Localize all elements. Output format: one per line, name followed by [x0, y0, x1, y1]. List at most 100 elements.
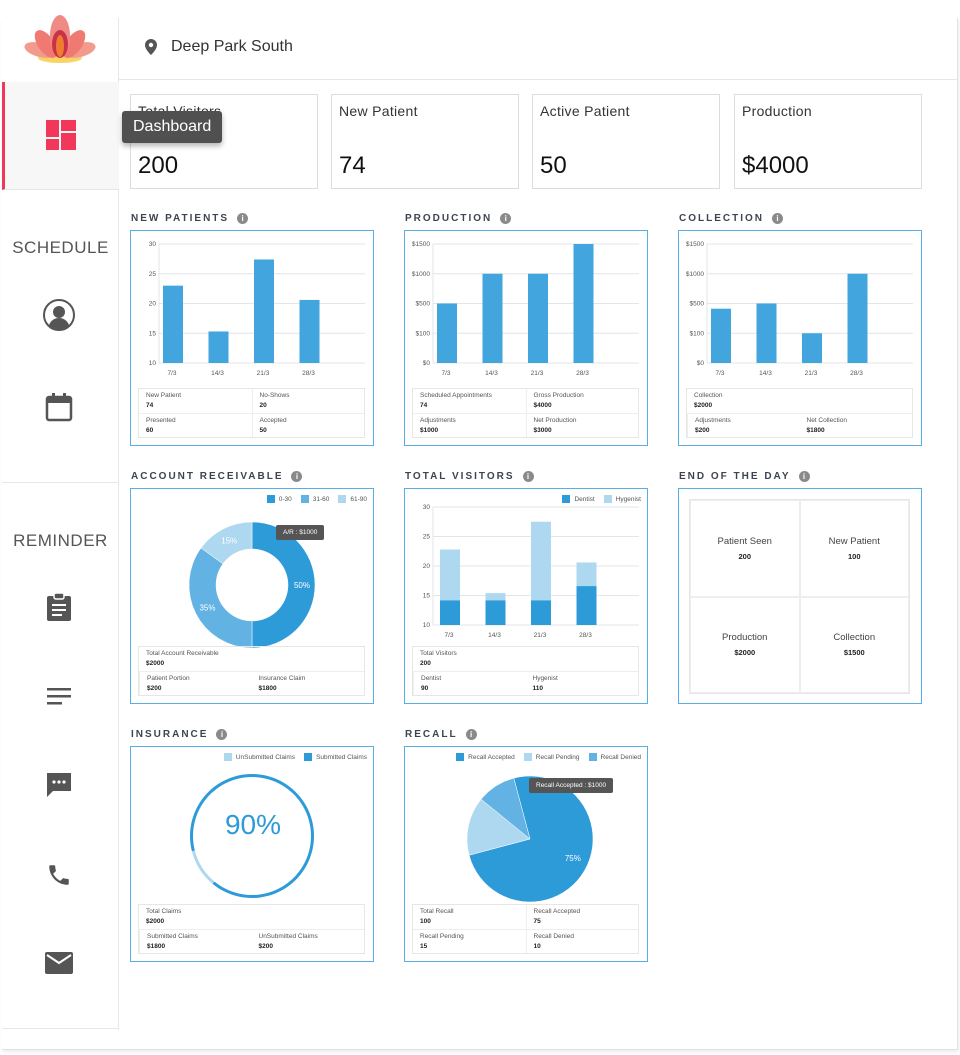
summary-cell: Net Collection $1800	[799, 413, 912, 437]
user-avatar-icon	[43, 299, 75, 331]
stat-card-active-patient[interactable]: Active Patient 50	[532, 94, 720, 189]
sidebar-item-notes[interactable]	[42, 680, 76, 714]
legend-item[interactable]: 61-90	[338, 495, 367, 503]
summary-cell: Dentist 90	[413, 671, 526, 695]
insurance-panel: UnSubmitted Claims Submitted Claims 90% Tot…	[130, 746, 374, 962]
bar[interactable]	[482, 273, 503, 363]
info-icon[interactable]: i	[465, 729, 477, 740]
summary-table: Total Account Receivable $2000 Patient Por…	[138, 646, 365, 696]
sidebar-divider	[2, 482, 119, 483]
summary-cell: Adjustments $1000	[413, 413, 526, 437]
summary-value: $1000	[420, 427, 439, 434]
legend-item[interactable]: 31-60	[300, 495, 329, 503]
info-icon[interactable]: i	[522, 471, 534, 482]
summary-cell: Insurance Claim $1800	[251, 671, 364, 695]
sidebar-item-messages[interactable]	[42, 768, 76, 802]
info-icon[interactable]: i	[291, 471, 303, 482]
summary-cell: Total Account Receivable $2000	[139, 647, 364, 671]
bar-dentist[interactable]	[485, 600, 506, 625]
summary-value: $1800	[258, 685, 277, 692]
summary-label: Total Claims	[146, 908, 182, 915]
ring-segment-unsubmitted-claims[interactable]	[191, 850, 215, 884]
legend-item[interactable]: UnSubmitted Claims	[223, 753, 296, 761]
bar[interactable]	[254, 259, 274, 363]
legend-label: Recall Pending	[535, 753, 580, 761]
slice-label: 75%	[565, 854, 581, 863]
info-icon[interactable]: i	[798, 471, 810, 482]
slice-0-30[interactable]	[251, 521, 316, 649]
sidebar-item-tasks[interactable]	[42, 590, 76, 624]
legend-item[interactable]: Recall Pending	[523, 753, 580, 761]
bar-dentist[interactable]	[531, 600, 551, 625]
chart-tooltip: Recall Accepted : $1000	[529, 778, 614, 793]
bar[interactable]	[711, 308, 731, 363]
bar-hygenist[interactable]	[440, 549, 460, 601]
sidebar-item-email[interactable]	[42, 946, 76, 980]
legend-item[interactable]: Dentist	[562, 495, 595, 503]
summary-value: 15	[420, 943, 428, 950]
stat-card-new-patient[interactable]: New Patient 74	[331, 94, 519, 189]
sidebar-item-calendar[interactable]	[42, 390, 76, 424]
bar[interactable]	[847, 273, 868, 363]
sidebar-item-patients[interactable]	[42, 298, 76, 332]
legend-label: 61-90	[350, 495, 367, 503]
bar[interactable]	[756, 303, 777, 364]
x-tick-label: 7/3	[441, 370, 450, 377]
bar-hygenist[interactable]	[576, 562, 597, 587]
tooltip-value: : $1000	[584, 782, 607, 789]
stat-card-production[interactable]: Production $4000	[734, 94, 922, 189]
summary-value: $1800	[147, 943, 166, 950]
bar[interactable]	[437, 303, 457, 364]
info-icon[interactable]: i	[216, 729, 228, 740]
legend-item[interactable]: Recall Denied	[588, 753, 641, 761]
y-tick-label: 30	[423, 504, 431, 511]
tooltip-label: A/R	[283, 529, 294, 536]
summary-label: Insurance Claim	[258, 675, 306, 682]
bar[interactable]	[573, 244, 594, 363]
y-tick-label: 30	[149, 241, 157, 248]
legend-item[interactable]: 0-30	[266, 495, 292, 503]
sidebar-item-calls[interactable]	[42, 858, 76, 892]
chart-svg: $0 $100 $500 $1000 $1500 7/3 14/3 21/3 28/3	[686, 241, 913, 377]
summary-value: 75	[533, 918, 541, 925]
sidebar-item-dashboard[interactable]	[2, 82, 119, 190]
app-frame	[2, 18, 958, 1050]
bar[interactable]	[163, 285, 183, 363]
bar[interactable]	[802, 333, 822, 363]
info-icon[interactable]: i	[237, 213, 249, 224]
legend-label: Recall Accepted	[468, 753, 515, 761]
bar[interactable]	[299, 299, 320, 363]
legend-item[interactable]: Submitted Claims	[304, 753, 367, 761]
header: Deep Park South	[119, 18, 957, 80]
info-icon[interactable]: i	[772, 213, 783, 224]
y-tick-label: 25	[423, 534, 431, 541]
bar-dentist[interactable]	[440, 600, 460, 625]
summary-value: $1800	[806, 427, 825, 434]
chart-legend: Recall Accepted Recall Pending Recall Deni…	[456, 753, 641, 761]
legend-label: UnSubmitted Claims	[235, 753, 296, 761]
panel-title-text: RECALL	[405, 729, 458, 740]
slice-31-60[interactable]	[188, 547, 253, 649]
bar-dentist[interactable]	[576, 586, 597, 625]
collection-panel: $0 $100 $500 $1000 $1500 7/3 14/3 21/3 28/3 Colle…	[678, 230, 922, 446]
summary-cell: Net Production $3000	[525, 413, 638, 437]
lotus-logo	[24, 15, 96, 63]
slice-recall-denied[interactable]	[480, 777, 531, 840]
legend-item[interactable]: Hygenist	[603, 495, 641, 503]
slice-recall-pending[interactable]	[466, 798, 531, 856]
x-tick-label: 21/3	[257, 370, 270, 377]
chart-svg	[190, 774, 314, 898]
eod-value: $2000	[734, 648, 756, 658]
summary-label: Net Production	[533, 417, 577, 424]
new-patients-title: NEW PATIENTS i	[131, 213, 249, 224]
bar[interactable]	[528, 273, 548, 363]
slice-61-90[interactable]	[200, 521, 253, 565]
x-tick-label: 7/3	[715, 370, 724, 377]
legend-swatch	[304, 753, 313, 761]
bar[interactable]	[208, 331, 229, 363]
info-icon[interactable]: i	[500, 213, 512, 224]
bar-hygenist[interactable]	[485, 593, 506, 601]
bar-hygenist[interactable]	[531, 521, 551, 601]
location-selector[interactable]: Deep Park South	[145, 38, 293, 56]
legend-item[interactable]: Recall Accepted	[456, 753, 515, 761]
